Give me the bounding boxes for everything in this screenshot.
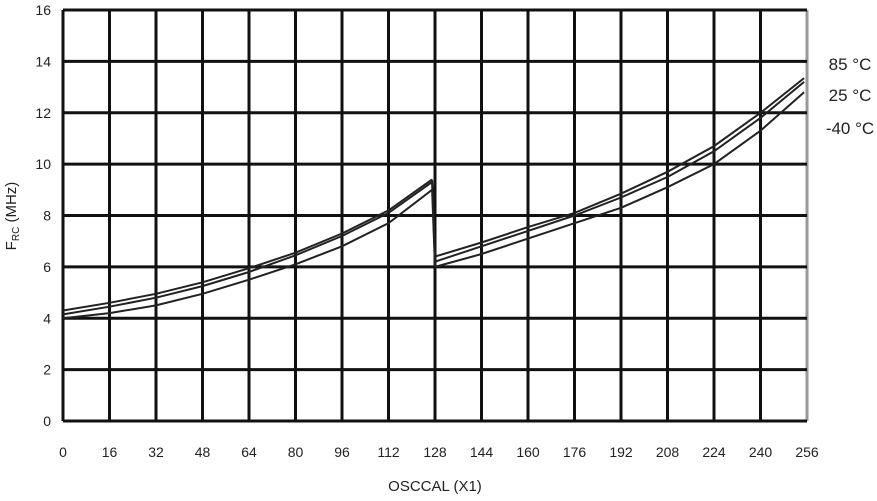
series-line [62, 181, 433, 316]
y-tick-label: 12 [35, 105, 51, 121]
x-tick-label: 64 [241, 444, 257, 460]
series-line [434, 81, 805, 263]
x-tick-label: 0 [59, 444, 67, 460]
x-tick-label: 32 [148, 444, 164, 460]
series-group [62, 77, 805, 320]
legend-label: 85 °C [829, 55, 872, 74]
x-tick-label: 80 [288, 444, 304, 460]
x-tick-label: 160 [516, 444, 540, 460]
legend-label: -40 °C [826, 119, 874, 138]
x-tick-label: 144 [470, 444, 494, 460]
x-tick-label: 224 [702, 444, 726, 460]
x-tick-label: 96 [334, 444, 350, 460]
y-tick-label: 6 [43, 259, 51, 275]
x-tick-label: 48 [195, 444, 211, 460]
series-drop-line [431, 189, 436, 267]
y-tick-label: 10 [35, 156, 51, 172]
series-line [434, 77, 805, 258]
x-tick-label: 16 [102, 444, 118, 460]
x-tick-label: 240 [749, 444, 773, 460]
tick-labels: 0 16 32 48 64 80 96 112 128 144 160 176 192 208 224 240… [35, 2, 818, 460]
x-tick-label: 192 [609, 444, 633, 460]
legend: 85 °C 25 °C -40 °C [826, 55, 874, 138]
y-tick-label: 16 [35, 2, 51, 18]
y-axis-label: FRC (MHz) [3, 182, 22, 251]
x-tick-label: 256 [795, 444, 819, 460]
series-line [62, 178, 433, 312]
series-line [62, 189, 433, 320]
x-tick-label: 128 [423, 444, 447, 460]
y-tick-label: 2 [43, 362, 51, 378]
x-tick-label: 208 [656, 444, 680, 460]
y-tick-label: 0 [43, 413, 51, 429]
series-line [434, 91, 805, 268]
x-tick-label: 112 [377, 444, 400, 460]
x-axis-label: OSCCAL (X1) [388, 478, 482, 495]
y-tick-label: 8 [43, 208, 51, 224]
x-tick-label: 176 [563, 444, 587, 460]
grid [61, 8, 809, 423]
y-tick-label: 4 [43, 310, 51, 326]
y-tick-label: 14 [35, 53, 51, 69]
legend-label: 25 °C [829, 86, 872, 105]
